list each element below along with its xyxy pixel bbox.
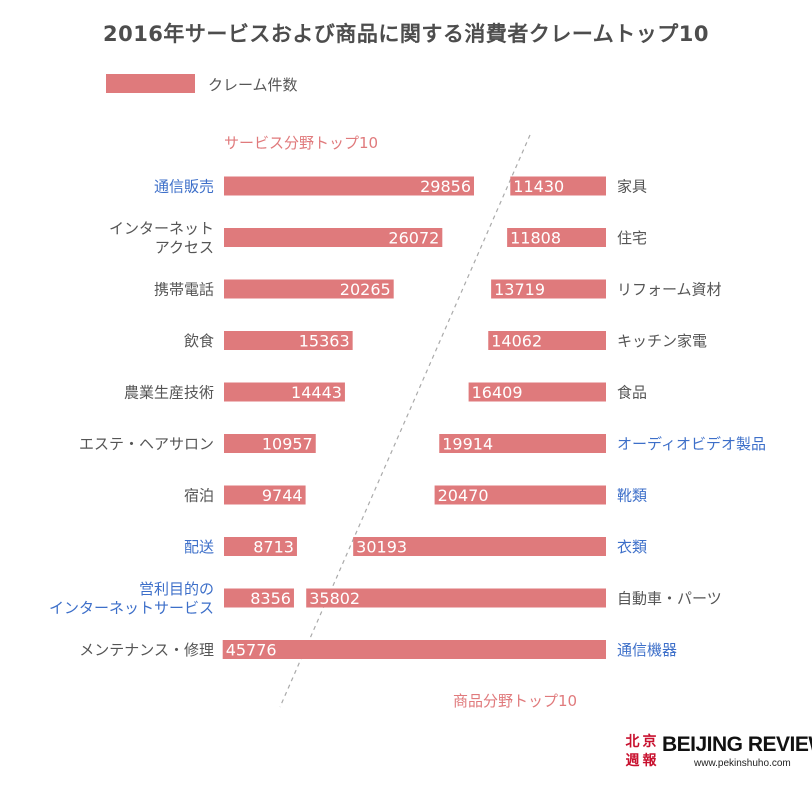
products-category-label: 住宅 [617,229,647,247]
services-value-label: 20265 [340,280,391,299]
products-bar [222,640,606,659]
products-value-label: 30193 [356,538,407,557]
services-category-label: インターネットサービス [49,599,214,617]
products-bar [491,279,606,299]
products-value-label: 13719 [494,280,545,299]
services-value-label: 26072 [388,229,439,248]
services-value-label: 8356 [250,589,291,608]
divider-line [279,134,531,708]
products-category-label: 衣類 [617,538,647,556]
services-category-label: アクセス [155,239,214,257]
services-value-label: 8713 [253,538,294,557]
products-bar [306,588,606,608]
legend-label: クレーム件数 [208,76,298,94]
brand-seal-char: 京 [642,734,657,750]
services-category-label: 通信販売 [154,178,214,196]
products-bar [507,228,606,247]
products-bar [510,176,606,196]
legend-swatch [106,74,195,93]
products-value-label: 45776 [226,641,277,660]
services-category-label: エステ・ヘアサロン [79,435,214,453]
services-category-label: インターネット [109,220,214,238]
products-bar [468,382,606,402]
services-category-label: 携帯電話 [154,281,214,299]
brand-seal-char: 週 [625,753,640,769]
chart-title: 2016年サービスおよび商品に関する消費者クレームトップ10 [102,22,710,46]
products-category-label: 通信機器 [617,641,677,659]
products-bar [434,485,606,505]
services-category-label: メンテナンス・修理 [79,641,214,659]
brand-logo: 北 京 週 報 BEIJING REVIEW www.pekinshuho.co… [624,733,812,773]
products-value-label: 11430 [513,177,564,196]
products-category-label: 家具 [617,178,647,196]
services-bar [224,228,443,247]
brand-name: BEIJING REVIEW [662,733,812,756]
services-bar [224,382,345,402]
products-category-label: 食品 [617,384,647,402]
brand-url: www.pekinshuho.com [694,758,791,769]
products-value-label: 14062 [491,332,542,351]
services-bar [224,279,394,299]
products-category-label: キッチン家電 [617,332,707,350]
products-bar [488,331,606,350]
services-bar [224,485,306,505]
products-value-label: 35802 [309,589,360,608]
products-category-label: 靴類 [617,487,647,505]
services-value-label: 15363 [299,332,350,351]
products-category-label: 自動車・パーツ [617,590,722,608]
products-value-label: 11808 [510,229,561,248]
services-category-label: 宿泊 [184,487,214,505]
services-bar [224,588,294,608]
products-value-label: 16409 [472,383,523,402]
services-value-label: 10957 [262,435,313,454]
brand-seal-char: 北 [625,734,640,750]
products-value-label: 20470 [438,486,489,505]
services-category-label: 飲食 [184,332,214,350]
products-category-label: リフォーム資材 [617,281,722,299]
services-category-label: 営利目的の [139,580,214,598]
services-section-title: サービス分野トップ10 [224,134,378,152]
services-category-label: 配送 [184,538,214,556]
products-category-label: オーディオビデオ製品 [617,435,766,453]
brand-seal-char: 報 [642,753,657,769]
services-bar [224,331,353,350]
services-value-label: 9744 [262,486,303,505]
services-category-label: 農業生産技術 [124,384,214,402]
products-section-title: 商品分野トップ10 [453,692,577,710]
brand-seal: 北 京 週 報 [624,733,658,771]
products-bar [439,434,606,453]
products-bar [353,537,606,556]
services-bar [224,537,297,556]
services-bar [224,176,474,196]
products-value-label: 19914 [442,435,493,454]
services-bar [224,434,316,453]
services-value-label: 14443 [291,383,342,402]
services-value-label: 29856 [420,177,471,196]
